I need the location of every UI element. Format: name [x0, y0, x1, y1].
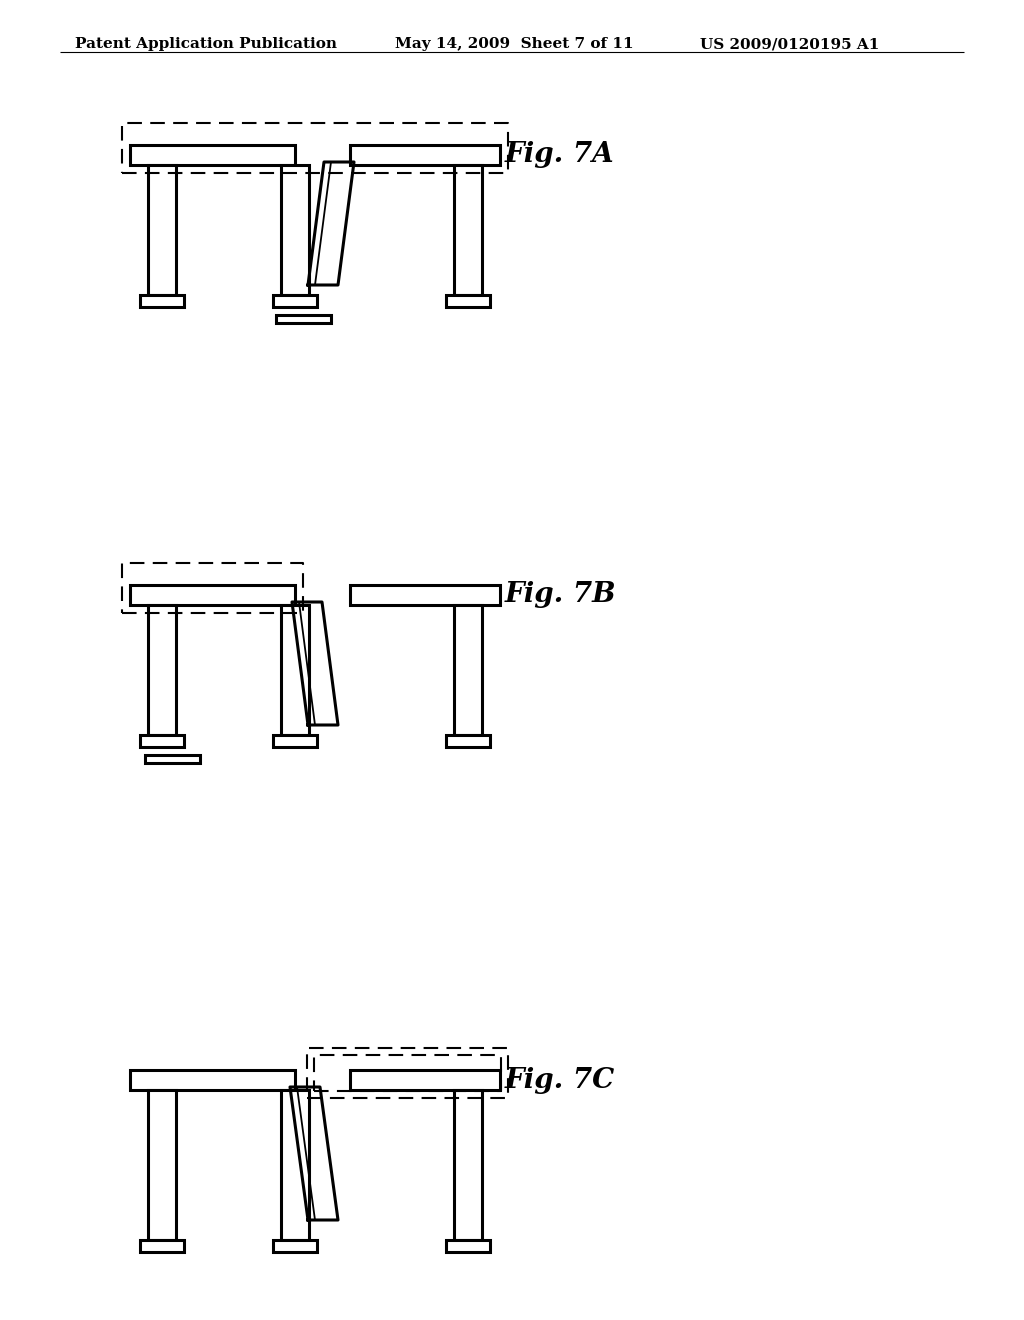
Bar — [145, 755, 200, 763]
Text: Fig. 7A: Fig. 7A — [505, 141, 614, 169]
Bar — [350, 145, 500, 165]
Bar — [273, 294, 317, 308]
Bar — [148, 165, 176, 294]
Bar — [454, 1090, 482, 1239]
Bar — [273, 735, 317, 747]
Bar — [281, 165, 309, 294]
Bar — [148, 605, 176, 735]
Text: Patent Application Publication: Patent Application Publication — [75, 37, 337, 51]
Bar — [130, 145, 295, 165]
Text: Fig. 7B: Fig. 7B — [505, 582, 616, 609]
Bar — [276, 315, 331, 323]
Bar — [148, 1090, 176, 1239]
Bar — [130, 585, 295, 605]
Text: May 14, 2009  Sheet 7 of 11: May 14, 2009 Sheet 7 of 11 — [395, 37, 634, 51]
Bar — [454, 165, 482, 294]
Bar — [446, 1239, 490, 1251]
Bar — [273, 1239, 317, 1251]
Bar — [140, 1239, 184, 1251]
Bar — [350, 585, 500, 605]
Bar — [140, 735, 184, 747]
Bar — [350, 1071, 500, 1090]
Bar — [446, 735, 490, 747]
Bar — [281, 1090, 309, 1239]
Text: Fig. 7C: Fig. 7C — [505, 1067, 615, 1093]
Bar — [130, 1071, 295, 1090]
Bar — [281, 605, 309, 735]
Bar — [140, 294, 184, 308]
Text: US 2009/0120195 A1: US 2009/0120195 A1 — [700, 37, 880, 51]
Bar — [446, 294, 490, 308]
Bar — [454, 605, 482, 735]
